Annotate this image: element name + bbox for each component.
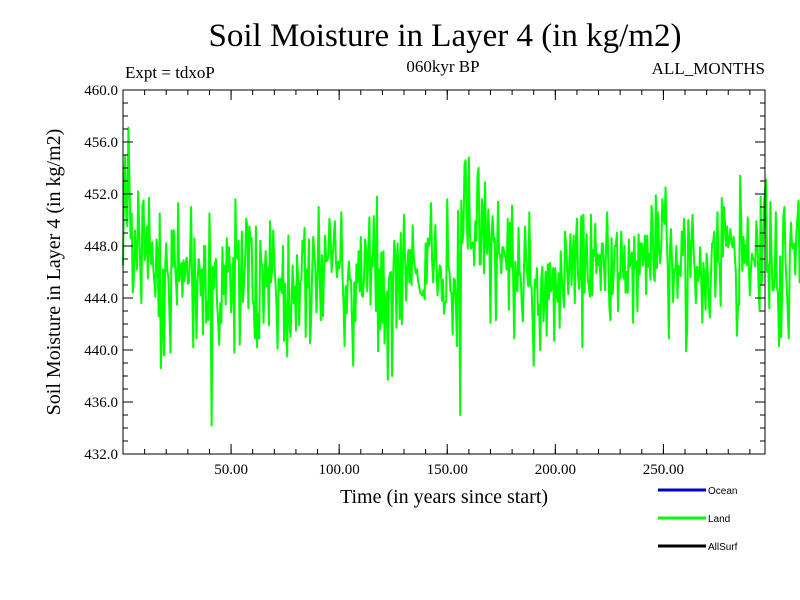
legend-label-ocean: Ocean xyxy=(708,486,737,497)
chart-subtitle: 060kyr BP xyxy=(406,57,479,76)
series-group xyxy=(122,126,800,427)
experiment-label: Expt = tdxoP xyxy=(125,63,215,82)
x-tick-label: 100.00 xyxy=(319,462,360,478)
y-tick-label: 460.0 xyxy=(84,83,118,99)
x-tick-label: 250.00 xyxy=(643,462,684,478)
y-tick-label: 452.0 xyxy=(84,187,118,203)
x-tick-label: 150.00 xyxy=(427,462,468,478)
axes-group: 50.00 100.00 150.00 200.00 250.00 432.0 436.0 4… xyxy=(84,83,766,478)
x-tick-label: 200.00 xyxy=(535,462,576,478)
plot-area: 50.00 100.00 150.00 200.00 250.00 432.0 436.0 4… xyxy=(84,83,800,478)
chart-title: Soil Moisture in Layer 4 (in kg/m2) xyxy=(209,18,682,54)
y-tick-label: 456.0 xyxy=(84,135,118,151)
legend-label-allsurf: AllSurf xyxy=(708,542,738,553)
y-tick-label: 444.0 xyxy=(84,291,118,307)
months-label: ALL_MONTHS xyxy=(652,59,765,78)
chart-legend: Ocean Land AllSurf xyxy=(658,486,738,553)
x-tick-label: 50.00 xyxy=(214,462,248,478)
y-tick-label: 448.0 xyxy=(84,239,118,255)
y-tick-label: 436.0 xyxy=(84,395,118,411)
y-axis-label: Soil Moisture in Layer 4 (in kg/m2) xyxy=(43,129,65,416)
y-tick-label: 440.0 xyxy=(84,343,118,359)
y-tick-label: 432.0 xyxy=(84,447,118,463)
legend-label-land: Land xyxy=(708,514,730,525)
x-axis-label: Time (in years since start) xyxy=(340,486,548,508)
series-line-land xyxy=(122,126,800,427)
